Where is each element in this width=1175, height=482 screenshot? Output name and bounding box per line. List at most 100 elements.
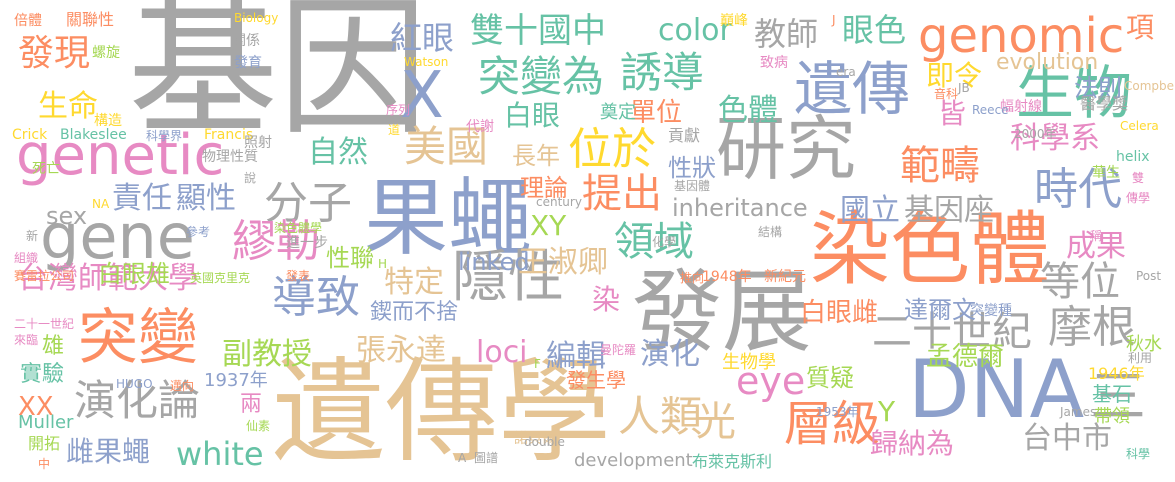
word: Muller — [18, 412, 74, 433]
word: 圖譜 — [474, 451, 499, 465]
word: helix — [1116, 149, 1150, 165]
word: 貢獻 — [668, 126, 701, 145]
word: 參考 — [186, 225, 211, 239]
word: A — [458, 451, 467, 465]
word: 突變為 — [478, 52, 605, 101]
word: 長年 — [512, 142, 560, 170]
word: 傳學 — [1126, 191, 1151, 205]
word: 雙十國中 — [470, 11, 606, 51]
word: 兩 — [240, 392, 263, 417]
word: 白眼 — [504, 99, 561, 132]
word: 層級 — [784, 396, 881, 452]
word: 生命 — [38, 89, 98, 124]
word: 眼色 — [842, 11, 907, 49]
word: 研究 — [716, 108, 856, 190]
word: 提出 — [582, 171, 662, 217]
word: Watson — [404, 55, 449, 69]
word: 基因 — [128, 0, 429, 156]
word: 孟德爾 — [926, 342, 1005, 372]
word: 科學 — [1126, 447, 1151, 461]
word: 法則 — [1074, 74, 1122, 102]
word: 教師 — [754, 15, 819, 53]
word: 秋水 — [1126, 334, 1162, 355]
word: 邁向 — [170, 379, 195, 393]
word: 說 — [244, 171, 257, 185]
word: 時代 — [1034, 164, 1122, 215]
word: double — [524, 435, 565, 449]
word: 導致 — [272, 272, 360, 323]
word: Reece — [972, 103, 1009, 117]
word: J — [832, 13, 836, 27]
word: 演化 — [640, 337, 700, 372]
word: 編輯 — [546, 339, 606, 374]
word: 物理性質 — [202, 149, 258, 165]
word: evolution — [996, 50, 1099, 75]
word: Blakeslee — [60, 127, 127, 143]
word: 進一步 — [286, 235, 328, 251]
word: HUGO — [116, 377, 153, 391]
word: 賽雷拉公司 — [14, 269, 75, 283]
word: F — [534, 357, 541, 371]
word: 發展 — [632, 260, 812, 365]
word: 皆 — [938, 97, 967, 130]
word: era — [836, 65, 856, 79]
word: 新 — [26, 229, 39, 243]
word: 項 — [1126, 11, 1155, 44]
word: 生物 — [1016, 59, 1133, 127]
word: inheritance — [672, 194, 808, 222]
word: 人類 — [618, 392, 703, 441]
word: 隱性 — [452, 245, 564, 310]
word: 即令 — [926, 59, 983, 92]
word: 照射 — [244, 135, 272, 151]
word: 科學系 — [1010, 121, 1100, 156]
word: 演化論 — [74, 376, 201, 425]
word: 道 — [388, 123, 401, 137]
word: 死亡 — [32, 161, 60, 177]
word: sex — [46, 202, 88, 230]
word: 雄 — [42, 334, 65, 359]
word: 分子 — [264, 178, 352, 229]
word: 英國克里克 — [190, 271, 251, 285]
word: Celera — [1120, 119, 1159, 133]
word: 帶領 — [1094, 406, 1130, 427]
word: 推向 — [680, 271, 705, 285]
word: 誘導 — [620, 48, 705, 97]
word: 1953年 — [816, 405, 859, 419]
word: 摩根 — [1048, 302, 1136, 353]
word: 發生學 — [566, 368, 626, 392]
word: century — [536, 195, 582, 209]
word: 生物學 — [722, 352, 776, 373]
word: DNA — [908, 343, 1085, 436]
word: 華生 — [1092, 165, 1120, 181]
word: 紅眼 — [390, 19, 455, 57]
word: 代謝 — [466, 119, 494, 135]
word: 奠定 — [600, 102, 636, 123]
word: 諾貝爾 — [514, 431, 556, 447]
word: 實驗 — [20, 362, 65, 387]
word: 顯性 — [176, 181, 236, 216]
word: XY — [530, 209, 567, 242]
word: 突變 — [78, 303, 198, 373]
word: 化學 — [652, 235, 677, 249]
word: H — [378, 257, 388, 271]
word: Crick — [12, 127, 48, 143]
word: 發育 — [234, 55, 262, 71]
word: 成果 — [1066, 229, 1126, 264]
word: 基因座 — [904, 193, 994, 228]
word: 王淑卿 — [518, 245, 608, 280]
word: 性聯 — [326, 244, 374, 272]
word: 三 — [1090, 365, 1146, 430]
word: 台灣師範大學 — [18, 261, 198, 296]
word: 遺傳學 — [272, 346, 611, 478]
word: 達爾文 — [904, 296, 976, 324]
word: 關係 — [232, 33, 260, 49]
word: 鍥而不捨 — [370, 300, 459, 325]
word: 1946年 — [1088, 364, 1145, 383]
word: 國立 — [840, 193, 900, 228]
word: 螺旋 — [92, 45, 120, 61]
word: 突變種 — [970, 303, 1012, 319]
word: 雌果蠅 — [66, 435, 151, 468]
word: 發現 — [18, 33, 91, 74]
word: color — [658, 13, 732, 48]
word: 仙素 — [246, 419, 271, 433]
